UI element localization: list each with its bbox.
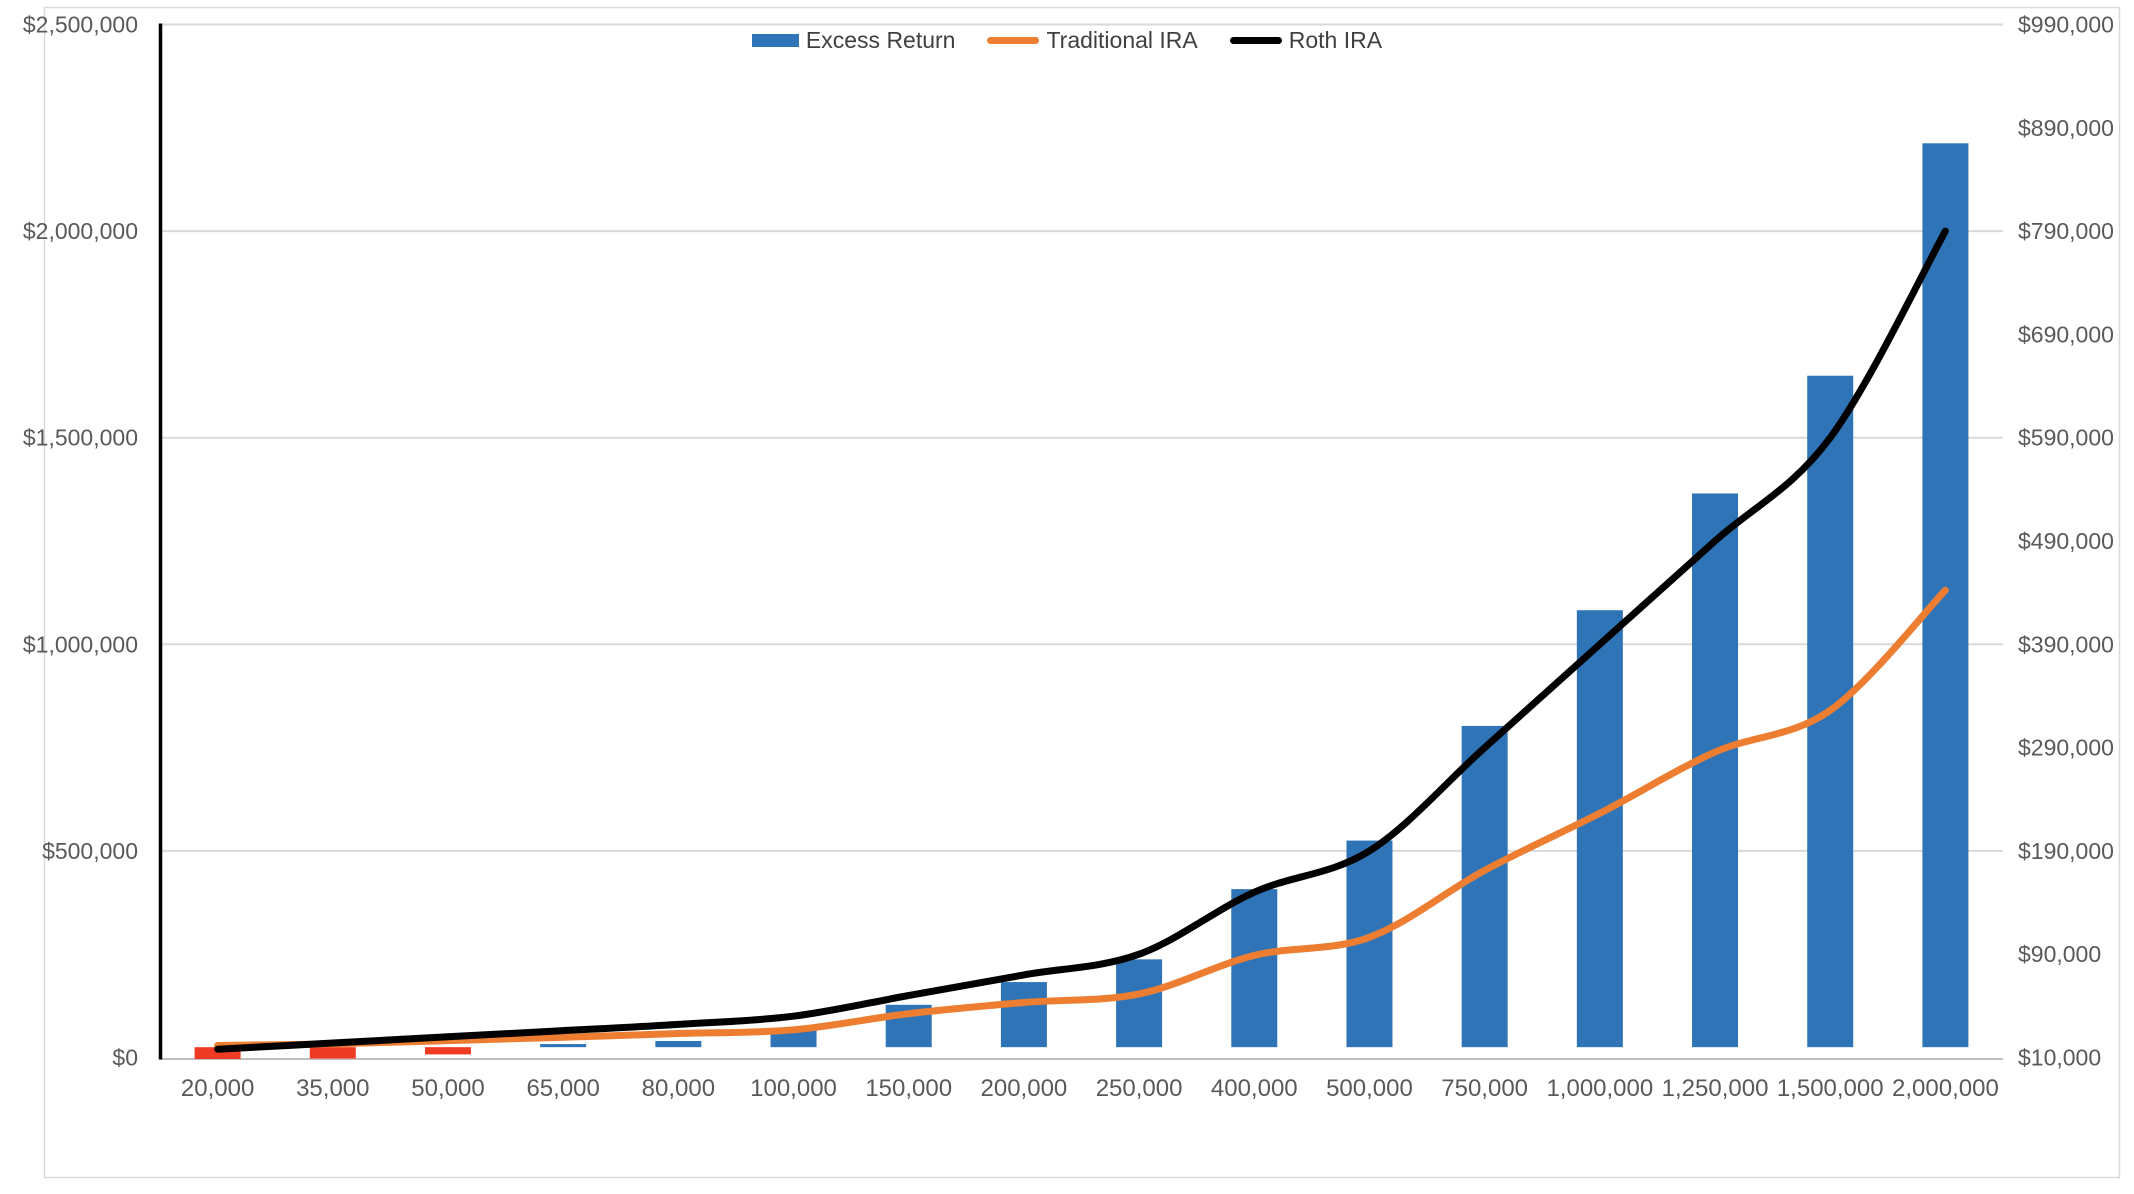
traditional-ira-line — [214, 586, 1949, 1049]
left-axis-tick-label: $500,000 — [42, 838, 138, 864]
excess-return-bar — [1000, 982, 1047, 1048]
x-axis-category-label: 100,000 — [750, 1075, 837, 1102]
right-axis-tick-label: $690,000 — [2018, 321, 2114, 347]
x-axis-category-label: 150,000 — [865, 1075, 952, 1102]
excess-return-bar — [1461, 725, 1508, 1048]
excess-return-bar — [540, 1044, 587, 1048]
right-axis-tick-label: $390,000 — [2018, 631, 2114, 657]
right-axis-tick-label: $790,000 — [2018, 218, 2114, 244]
x-axis-category-label: 750,000 — [1441, 1075, 1528, 1102]
x-axis-category-label: 35,000 — [296, 1075, 369, 1102]
x-axis-category-label: 1,000,000 — [1546, 1075, 1653, 1102]
right-axis-tick-label: $990,000 — [2018, 12, 2114, 38]
x-axis-category-label: 1,500,000 — [1777, 1075, 1884, 1102]
excess-return-bar — [424, 1047, 471, 1055]
x-axis-category-label: 20,000 — [181, 1075, 254, 1102]
left-axis-tick-label: $2,000,000 — [23, 218, 138, 244]
excess-return-bar — [194, 1047, 241, 1059]
x-axis-category-label: 250,000 — [1096, 1075, 1183, 1102]
right-axis-tick-label: $90,000 — [2018, 941, 2101, 967]
x-axis-category-label: 50,000 — [411, 1075, 484, 1102]
left-axis-tick-label: $1,000,000 — [23, 631, 138, 657]
right-axis-tick-label: $190,000 — [2018, 838, 2114, 864]
x-axis-category-label: 1,250,000 — [1662, 1075, 1769, 1102]
left-axis-tick-label: $1,500,000 — [23, 425, 138, 451]
chart-border — [43, 6, 2121, 1179]
right-axis-tick-label: $10,000 — [2018, 1045, 2101, 1071]
excess-return-bar — [1231, 889, 1278, 1048]
x-axis-category-label: 200,000 — [981, 1075, 1068, 1102]
excess-return-bar — [1576, 610, 1623, 1048]
excess-return-bar — [1116, 959, 1163, 1048]
right-axis-tick-label: $890,000 — [2018, 115, 2114, 141]
x-axis-category-label: 500,000 — [1326, 1075, 1413, 1102]
excess-return-bar — [309, 1047, 356, 1059]
right-axis-tick-label: $490,000 — [2018, 528, 2114, 554]
x-axis-category-label: 65,000 — [526, 1075, 599, 1102]
right-axis-tick-label: $590,000 — [2018, 425, 2114, 451]
x-axis-category-label: 80,000 — [642, 1075, 715, 1102]
x-axis-category-label: 2,000,000 — [1892, 1075, 1999, 1102]
left-axis-tick-label: $0 — [112, 1045, 138, 1071]
left-axis-tick-label: $2,500,000 — [23, 12, 138, 38]
roth-ira-line — [214, 227, 1949, 1053]
x-axis-category-label: 400,000 — [1211, 1075, 1298, 1102]
excess-return-bar — [1692, 493, 1739, 1048]
right-axis-tick-label: $290,000 — [2018, 735, 2114, 761]
excess-return-bar — [655, 1040, 702, 1048]
